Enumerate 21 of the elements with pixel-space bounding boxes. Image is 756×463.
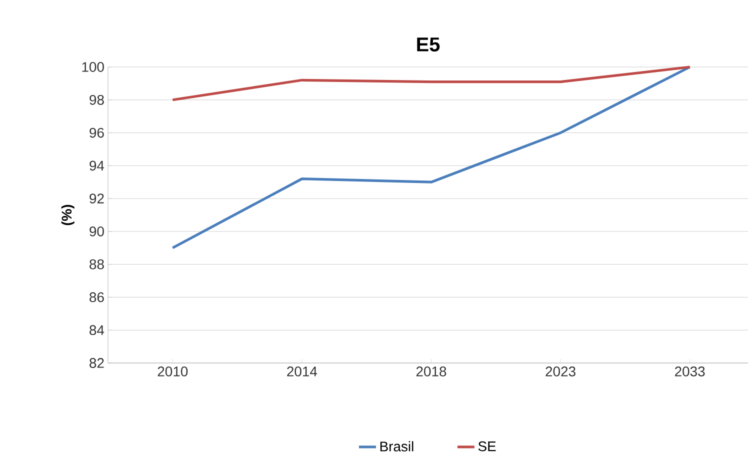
y-tick-label: 94 bbox=[90, 160, 104, 171]
y-tick-label: 86 bbox=[90, 292, 104, 302]
line-series bbox=[171, 66, 692, 102]
legend-label: Brasil bbox=[380, 441, 414, 452]
y-tick-label: 88 bbox=[90, 259, 104, 270]
y-tick-label: 100 bbox=[82, 62, 104, 72]
x-tick-label: 2014 bbox=[287, 366, 318, 376]
y-tick-label: 84 bbox=[90, 325, 104, 336]
line-series bbox=[171, 66, 692, 250]
y-tick-label: 96 bbox=[90, 128, 104, 138]
x-tick-label: 2023 bbox=[546, 366, 576, 376]
x-tick-label: 2018 bbox=[416, 366, 446, 376]
chart-title: E5 bbox=[417, 38, 440, 52]
y-tick-label: 90 bbox=[90, 226, 104, 236]
x-tick-label: 2033 bbox=[675, 366, 705, 376]
y-tick-label: 82 bbox=[90, 358, 104, 368]
y-tick-label: 98 bbox=[90, 94, 104, 105]
legend-label: SE bbox=[478, 441, 496, 452]
y-tick-label: 92 bbox=[90, 194, 104, 204]
x-tick-label: 2010 bbox=[158, 366, 188, 376]
y-axis-title: (%) bbox=[61, 204, 74, 226]
